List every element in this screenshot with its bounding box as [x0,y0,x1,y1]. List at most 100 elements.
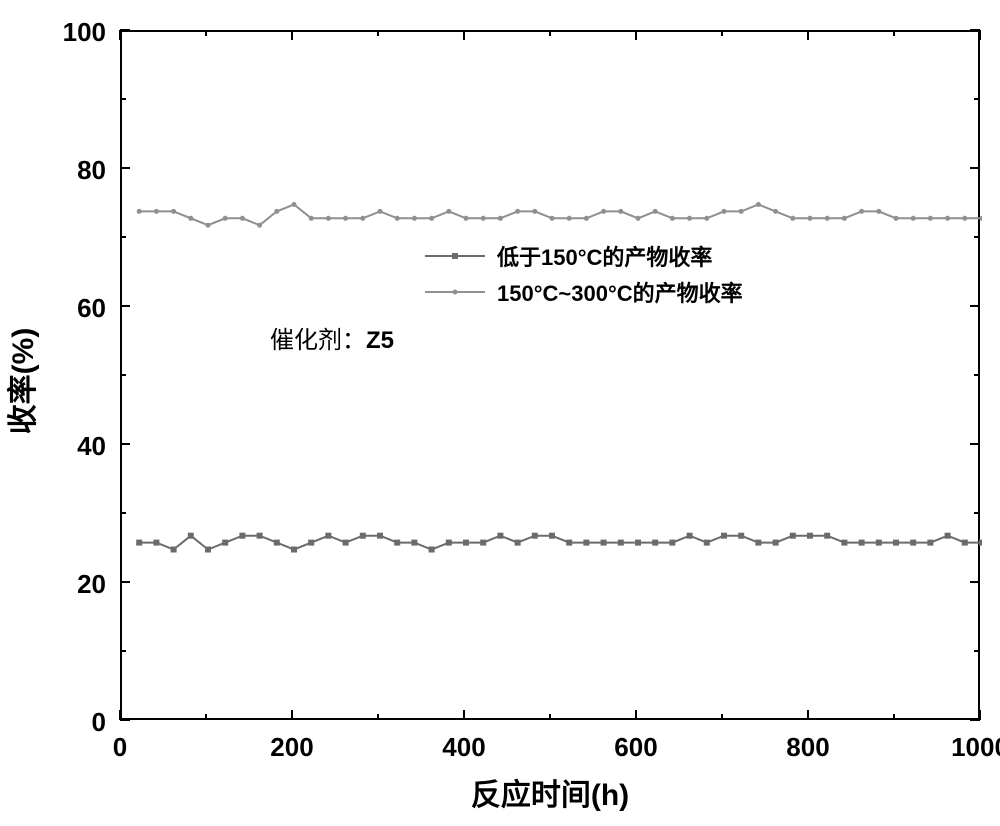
axis-tick [970,719,980,721]
series-marker-low150 [618,540,624,546]
series-marker-mid150_300 [704,216,709,221]
legend: 低于150°C的产物收率 150°C~300°C的产物收率 [425,240,743,312]
axis-tick [970,443,980,445]
series-line-low150 [139,536,982,550]
tick-label: 1000 [951,732,1000,763]
series-marker-low150 [360,533,366,539]
series-marker-mid150_300 [567,216,572,221]
series-marker-mid150_300 [137,209,142,214]
series-marker-mid150_300 [928,216,933,221]
series-marker-low150 [721,533,727,539]
axis-tick [970,29,980,31]
axis-tick [120,236,126,238]
axis-tick [635,30,637,40]
series-marker-mid150_300 [154,209,159,214]
series-marker-mid150_300 [292,202,297,207]
axis-tick [120,443,130,445]
series-marker-mid150_300 [429,216,434,221]
series-marker-low150 [583,540,589,546]
series-marker-low150 [687,533,693,539]
series-marker-low150 [824,533,830,539]
legend-row-low150: 低于150°C的产物收率 [425,240,743,272]
series-marker-low150 [669,540,675,546]
axis-tick [635,710,637,720]
series-marker-mid150_300 [274,209,279,214]
series-marker-mid150_300 [206,223,211,228]
series-marker-low150 [859,540,865,546]
series-marker-low150 [153,540,159,546]
series-marker-low150 [136,540,142,546]
axis-tick [463,710,465,720]
tick-label: 20 [77,569,106,600]
axis-tick [120,719,130,721]
series-marker-low150 [910,540,916,546]
series-marker-low150 [446,540,452,546]
legend-swatch-marker [452,253,458,259]
legend-swatch-marker [453,290,458,295]
axis-tick [979,30,981,40]
series-marker-low150 [188,533,194,539]
series-marker-mid150_300 [584,216,589,221]
series-marker-low150 [807,533,813,539]
series-marker-low150 [429,547,435,553]
series-marker-mid150_300 [894,216,899,221]
series-marker-low150 [979,540,982,546]
series-marker-mid150_300 [739,209,744,214]
series-marker-low150 [962,540,968,546]
series-marker-low150 [566,540,572,546]
series-marker-low150 [515,540,521,546]
series-marker-low150 [652,540,658,546]
series-marker-low150 [308,540,314,546]
axis-tick [893,714,895,720]
chart-container: 收率(%) 反应时间(h) 02004006008001000020406080… [0,0,1000,826]
series-marker-low150 [205,547,211,553]
series-marker-low150 [257,533,263,539]
series-marker-mid150_300 [481,216,486,221]
series-marker-mid150_300 [257,223,262,228]
axis-tick [721,30,723,36]
tick-label: 400 [442,732,485,763]
axis-tick [120,29,130,31]
series-marker-low150 [480,540,486,546]
tick-label: 40 [77,431,106,462]
axis-tick [120,305,130,307]
series-marker-low150 [497,533,503,539]
legend-swatch-line [425,255,485,257]
axis-tick [377,714,379,720]
axis-tick [974,236,980,238]
catalyst-annotation: 催化剂：Z5 [270,320,394,355]
series-marker-mid150_300 [876,209,881,214]
axis-tick [119,30,121,40]
series-marker-low150 [601,540,607,546]
axis-tick [120,98,126,100]
axis-tick [205,714,207,720]
axis-tick [974,650,980,652]
axis-tick [120,512,126,514]
axis-tick [807,30,809,40]
series-marker-mid150_300 [601,209,606,214]
annotation-value: Z5 [366,327,394,354]
axis-tick [974,374,980,376]
series-marker-mid150_300 [360,216,365,221]
series-marker-low150 [171,547,177,553]
series-marker-mid150_300 [980,216,983,221]
series-marker-low150 [394,540,400,546]
annotation-prefix: 催化剂： [270,327,366,354]
series-marker-low150 [755,540,761,546]
series-marker-low150 [738,533,744,539]
series-marker-mid150_300 [842,216,847,221]
series-marker-mid150_300 [326,216,331,221]
axis-tick [974,512,980,514]
series-marker-low150 [945,533,951,539]
legend-swatch-line [425,291,485,293]
series-marker-mid150_300 [464,216,469,221]
series-marker-mid150_300 [618,209,623,214]
axis-tick [291,710,293,720]
series-marker-mid150_300 [395,216,400,221]
tick-label: 200 [270,732,313,763]
legend-row-mid150_300: 150°C~300°C的产物收率 [425,276,743,308]
series-marker-low150 [411,540,417,546]
series-marker-mid150_300 [653,209,658,214]
series-marker-mid150_300 [498,216,503,221]
series-marker-mid150_300 [945,216,950,221]
